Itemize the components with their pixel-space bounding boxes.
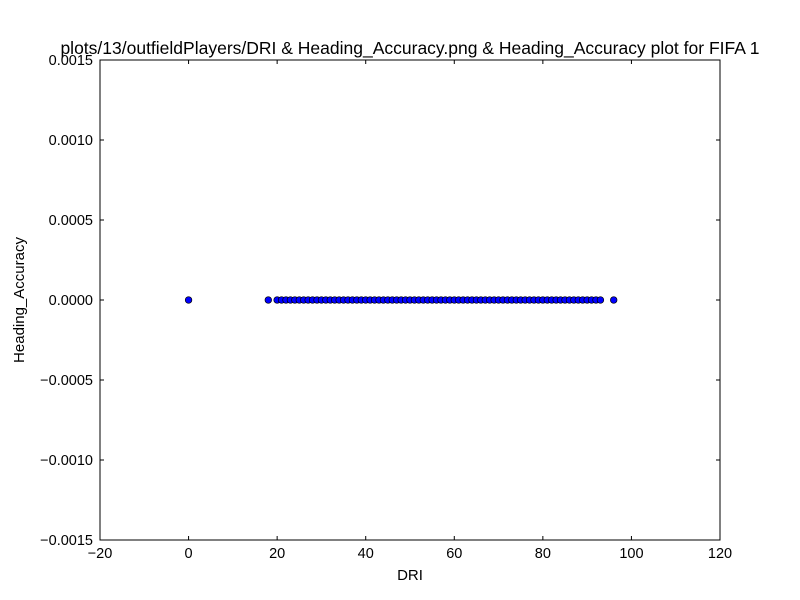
data-point <box>596 296 605 304</box>
data-points <box>184 296 618 304</box>
y-tick-label: 0.0015 <box>49 53 93 69</box>
x-tick-label: 0 <box>185 546 193 562</box>
x-tick-label: 40 <box>358 546 374 562</box>
y-tick-label: −0.0015 <box>40 533 93 549</box>
y-tick-label: 0.0000 <box>49 293 93 309</box>
y-tick-label: −0.0005 <box>40 373 93 389</box>
y-tick-label: 0.0005 <box>49 213 93 229</box>
plot-frame <box>99 59 721 541</box>
x-tick-label: 120 <box>708 546 732 562</box>
data-point <box>184 296 193 304</box>
x-tick-label: 60 <box>446 546 462 562</box>
x-tick-label: 100 <box>619 546 643 562</box>
y-tick-label: 0.0010 <box>49 133 93 149</box>
data-point <box>264 296 272 304</box>
x-tick-label: 20 <box>269 546 285 562</box>
x-tick-labels: −20 0 20 40 60 80 100 120 <box>88 546 732 562</box>
y-tick-label: −0.0010 <box>40 453 93 469</box>
data-point <box>610 296 618 304</box>
x-tick-label: 80 <box>535 546 551 562</box>
chart-title: plots/13/outfieldPlayers/DRI & Heading_A… <box>60 38 759 59</box>
y-tick-labels: −0.0015 −0.0010 −0.0005 0.0000 0.0005 0.0010 0… <box>40 53 93 549</box>
x-tick-label: −20 <box>88 546 113 562</box>
y-axis-label: Heading_Accuracy <box>11 237 28 363</box>
x-axis-label: DRI <box>397 567 423 584</box>
